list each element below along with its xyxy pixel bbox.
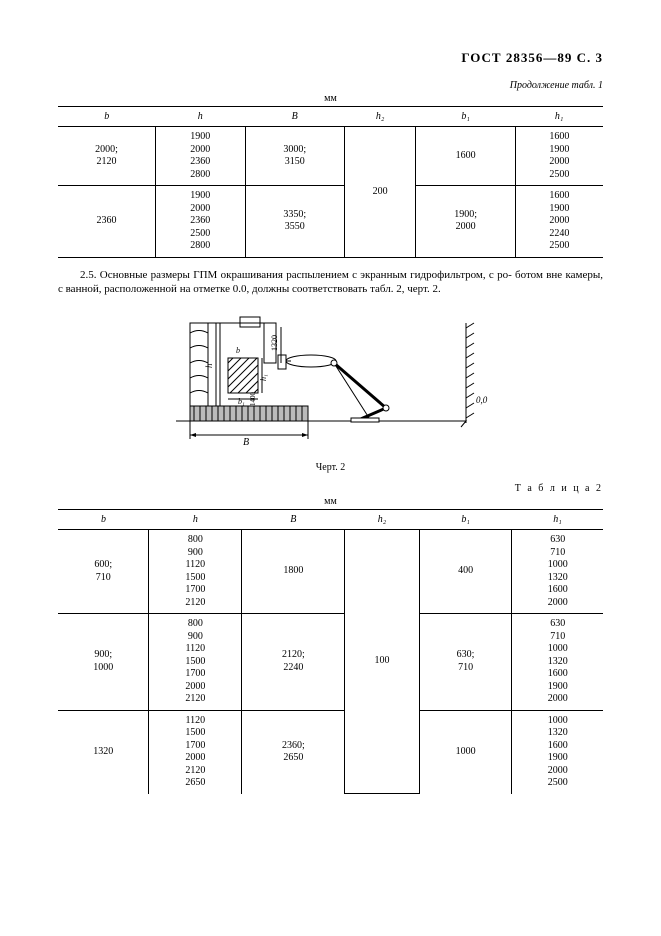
t1-col-b1: b₁: [416, 107, 515, 127]
table2-unit: мм: [58, 496, 603, 507]
t1-r1-b: 2360: [58, 186, 156, 258]
t2-r2-B: 2360;2650: [242, 710, 345, 794]
fig-label-1400: 1400: [249, 392, 257, 407]
t2-r1-h1: 63071010001320160019002000: [512, 614, 603, 711]
t2-r1-b: 900;1000: [58, 614, 149, 711]
t1-r0-h: 1900200023602800: [156, 127, 245, 186]
t1-col-b: b: [58, 107, 156, 127]
t2-r2-b: 1320: [58, 710, 149, 794]
t1-h2-merged: 200: [344, 127, 416, 258]
t2-r0-B: 1800: [242, 530, 345, 614]
fig-label-h1: h₁: [259, 374, 268, 381]
t2-h2-merged: 100: [345, 530, 419, 794]
t1-r0-h1: 1600190020002500: [515, 127, 603, 186]
t1-col-h2: h₂: [344, 107, 416, 127]
t1-r1-h: 19002000236025002800: [156, 186, 245, 258]
t2-r0-b1: 400: [419, 530, 512, 614]
t2-r0-h: 8009001120150017002120: [149, 530, 242, 614]
t2-col-h2: h₂: [345, 510, 419, 530]
t2-col-B: B: [242, 510, 345, 530]
t2-r0-b: 600;710: [58, 530, 149, 614]
fig-label-B: B: [242, 437, 248, 448]
t1-col-h1: h₁: [515, 107, 603, 127]
fig-label-b: b: [236, 346, 240, 355]
table-2: b h B h₂ b₁ h₁ 600;710 80090011201500170…: [58, 509, 603, 794]
t2-col-h1: h₁: [512, 510, 603, 530]
fig-label-1320: 1320: [270, 335, 279, 351]
figure-2-caption: Черт. 2: [58, 462, 603, 473]
t2-r2-h1: 100013201600190020002500: [512, 710, 603, 794]
t2-r1-h: 80090011201500170020002120: [149, 614, 242, 711]
fig-label-h: h: [204, 363, 214, 368]
table-2-label: Т а б л и ц а 2: [58, 483, 603, 494]
table1-continuation: Продолжение табл. 1: [58, 80, 603, 91]
page-header: ГОСТ 28356—89 С. 3: [58, 50, 603, 66]
t1-r0-b1: 1600: [416, 127, 515, 186]
t1-r1-B: 3350;3550: [245, 186, 344, 258]
t2-r0-h1: 6307101000132016002000: [512, 530, 603, 614]
t2-r2-b1: 1000: [419, 710, 512, 794]
t2-r1-B: 2120;2240: [242, 614, 345, 711]
table1-unit: мм: [58, 93, 603, 104]
fig-label-00: 0,0: [476, 395, 488, 405]
t2-r1-b1: 630;710: [419, 614, 512, 711]
paragraph-2-5: 2.5. Основные размеры ГПМ окрашивания ра…: [58, 268, 603, 298]
t1-r1-b1: 1900;2000: [416, 186, 515, 258]
t1-col-h: h: [156, 107, 245, 127]
table-1: b h B h₂ b₁ h₁ 2000;2120 190020002360280…: [58, 106, 603, 258]
fig-label-b1: b₁: [238, 397, 245, 406]
figure-2: 0,0: [58, 303, 603, 456]
t2-col-b1: b₁: [419, 510, 512, 530]
t1-col-B: B: [245, 107, 344, 127]
t1-r0-B: 3000;3150: [245, 127, 344, 186]
t1-r0-b: 2000;2120: [58, 127, 156, 186]
t2-col-b: b: [58, 510, 149, 530]
t1-r1-h1: 16001900200022402500: [515, 186, 603, 258]
t2-r2-h: 112015001700200021202650: [149, 710, 242, 794]
page: ГОСТ 28356—89 С. 3 Продолжение табл. 1 м…: [0, 0, 661, 936]
t2-col-h: h: [149, 510, 242, 530]
